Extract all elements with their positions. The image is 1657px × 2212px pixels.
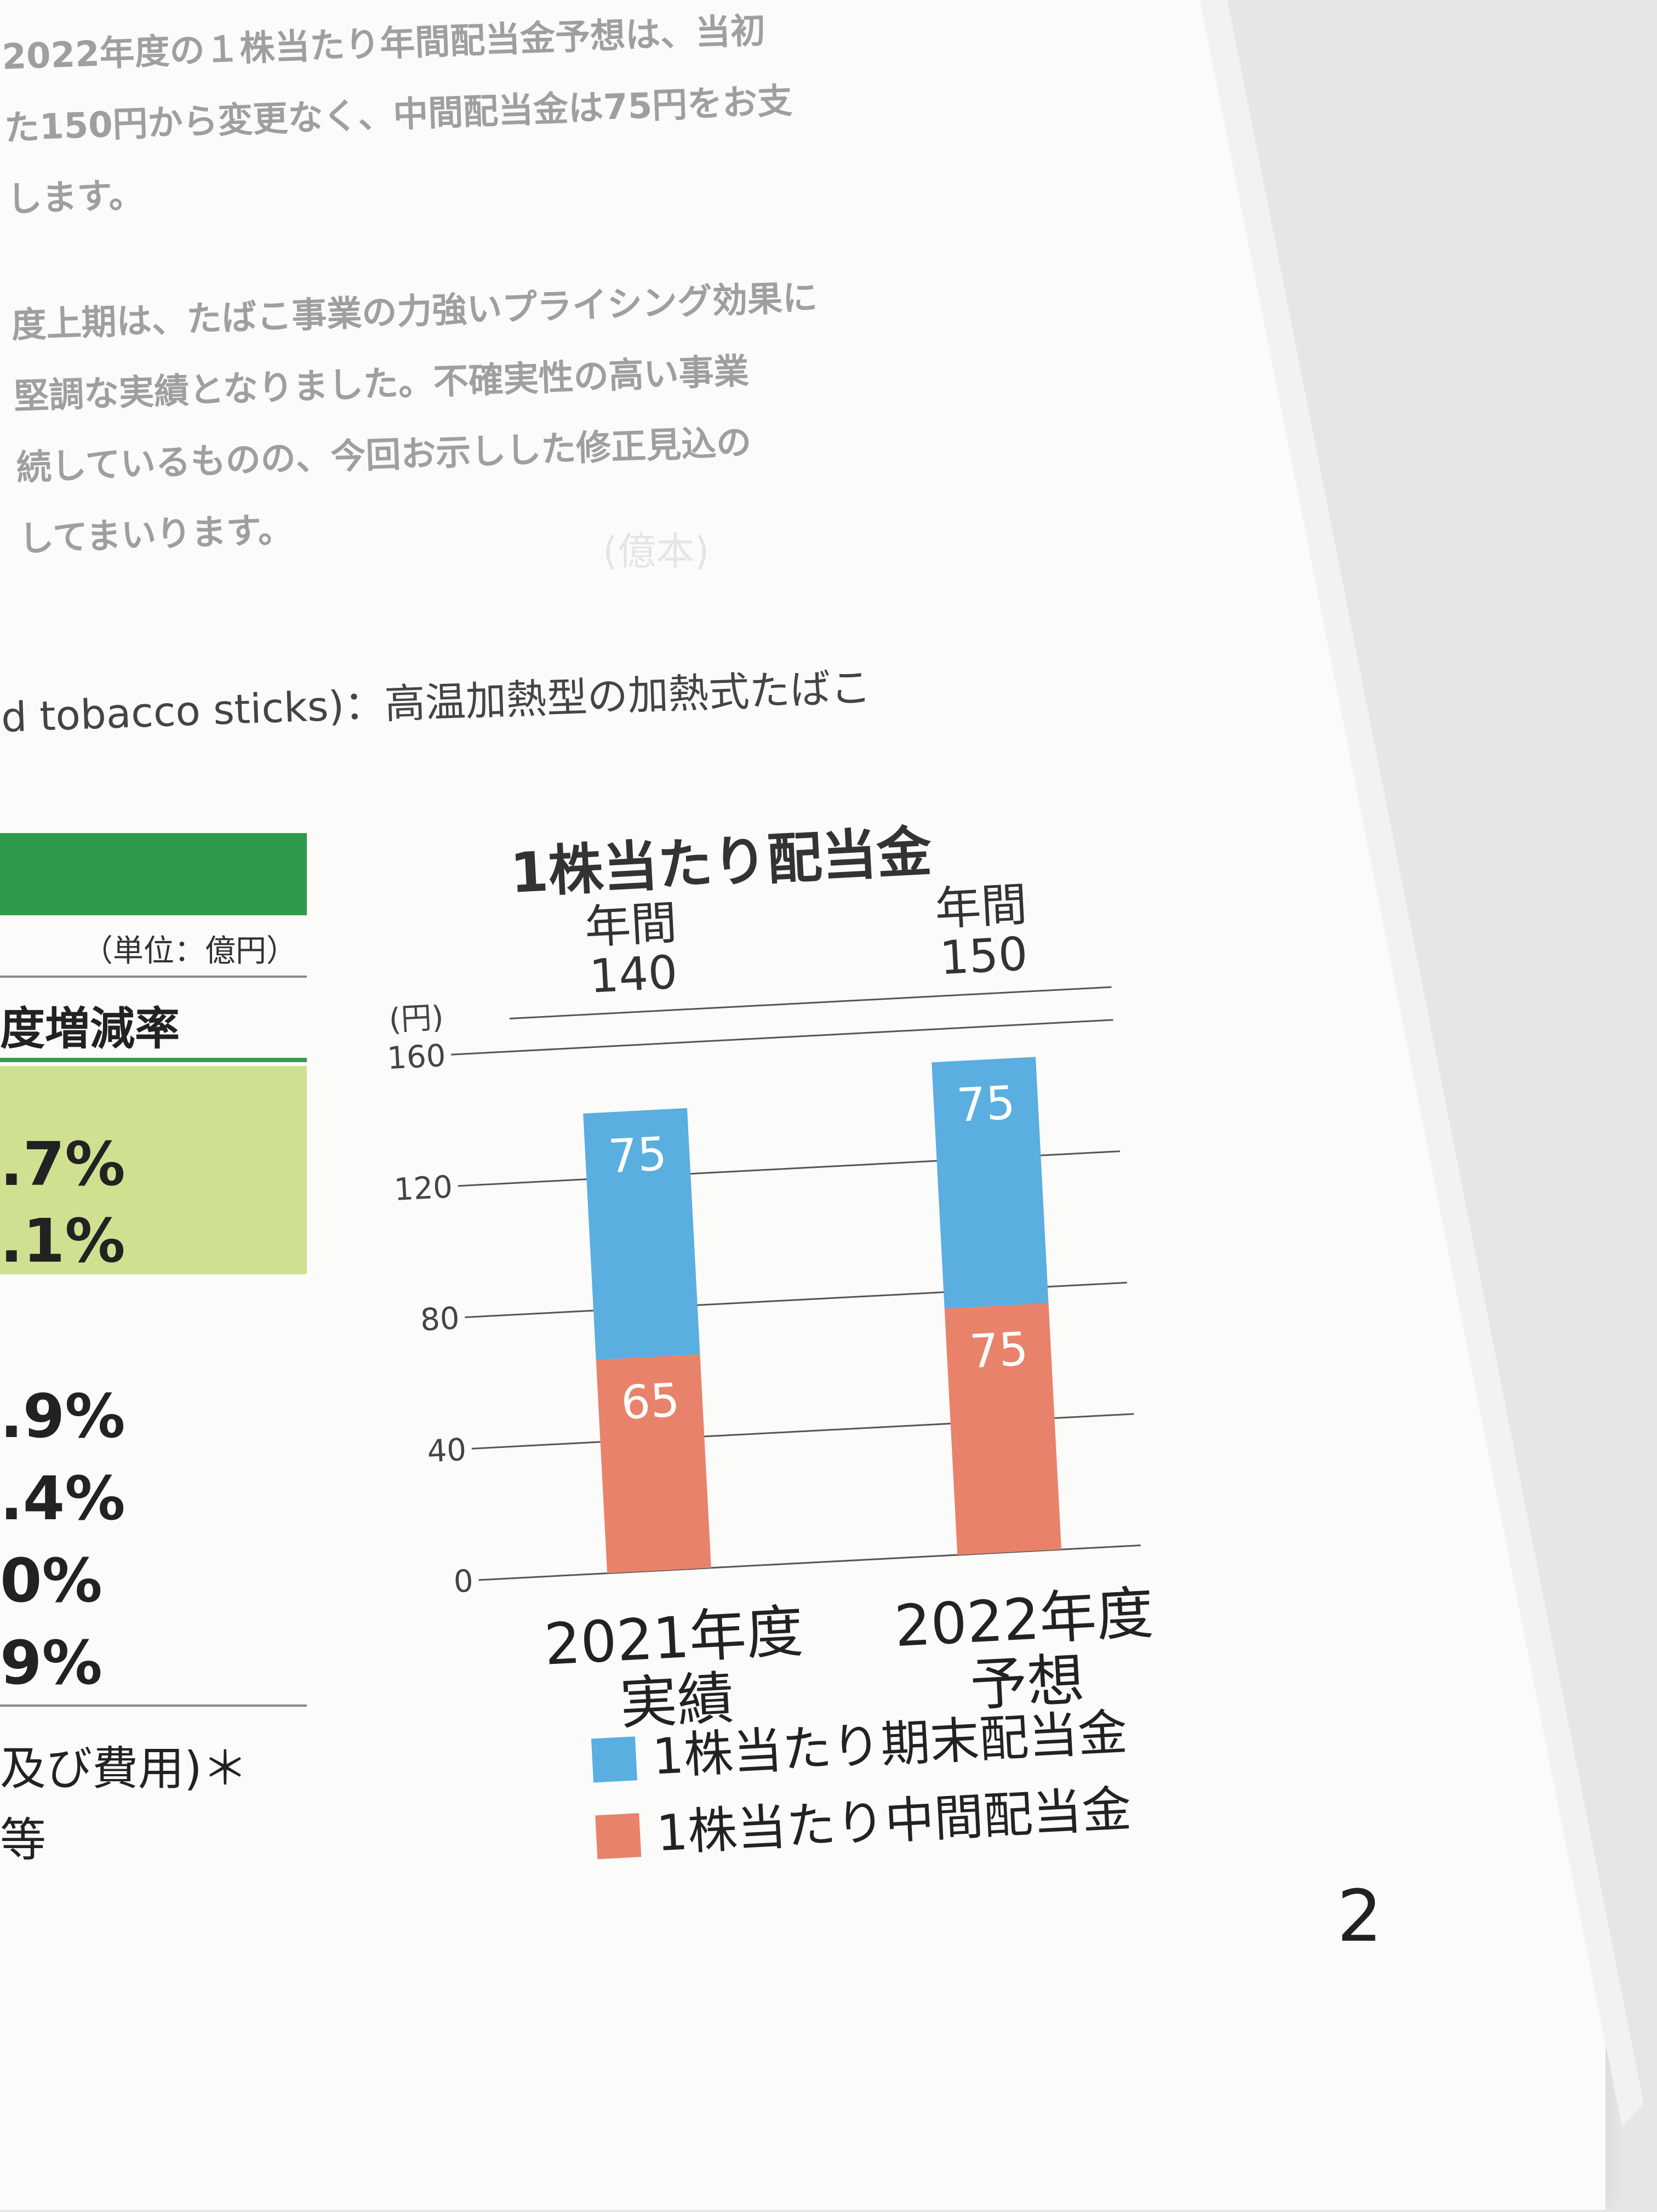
table-rule [0,1704,307,1707]
gridline [509,986,1112,1020]
footnote-line: 及び費用)＊ [0,1742,248,1795]
data-label: 65 [620,1373,681,1429]
legend-label: 1株当たり中間配当金 [655,1780,1133,1862]
y-tick-label: 0 [453,1563,474,1600]
table-value: .9% [0,1381,125,1451]
chart-group: 1株当たり配当金 (円) 0 40 80 120 160 65 75 年間140 2021年度実績 7… [386,819,1158,1863]
table-unit: （単位：億円） [82,933,297,969]
y-tick-label: 120 [393,1169,453,1208]
y-tick-label: 40 [426,1432,467,1470]
table-highlight [0,1066,307,1274]
ghost-text: (億本) [603,529,710,574]
x-tick-label: 2022年度予想 [893,1580,1158,1723]
bar-segment [944,1303,1062,1555]
y-tick-label: 160 [386,1038,447,1077]
legend-swatch [591,1736,637,1783]
table-value: 9% [0,1628,102,1698]
data-label: 75 [607,1127,668,1183]
table-column-header: 度増減率 [0,1003,180,1055]
bar-segment [932,1057,1049,1309]
total-label: 年間140 [584,896,681,1004]
chart-title: 1株当たり配当金 [508,819,934,905]
table-header-bar [0,833,307,915]
data-label: 75 [968,1322,1030,1378]
table-value: .7% [0,1129,125,1199]
total-label: 年間150 [934,877,1031,985]
table-value: .1% [0,1206,125,1276]
table-value: .4% [0,1463,125,1533]
footnote-line: 等 [0,1813,47,1867]
legend-swatch [595,1813,642,1860]
data-label: 75 [955,1076,1016,1132]
table-rule [0,1058,307,1062]
y-axis-label: (円) [388,1000,444,1038]
table-value: 0% [0,1546,102,1616]
bar-segment [583,1108,700,1360]
gridline [451,1019,1113,1056]
bar-segment [596,1354,711,1574]
table-rule [0,976,307,978]
x-tick-label: 2021年度実績 [542,1598,808,1741]
y-tick-label: 80 [420,1301,461,1338]
page-number: 2 [1337,1874,1382,1958]
